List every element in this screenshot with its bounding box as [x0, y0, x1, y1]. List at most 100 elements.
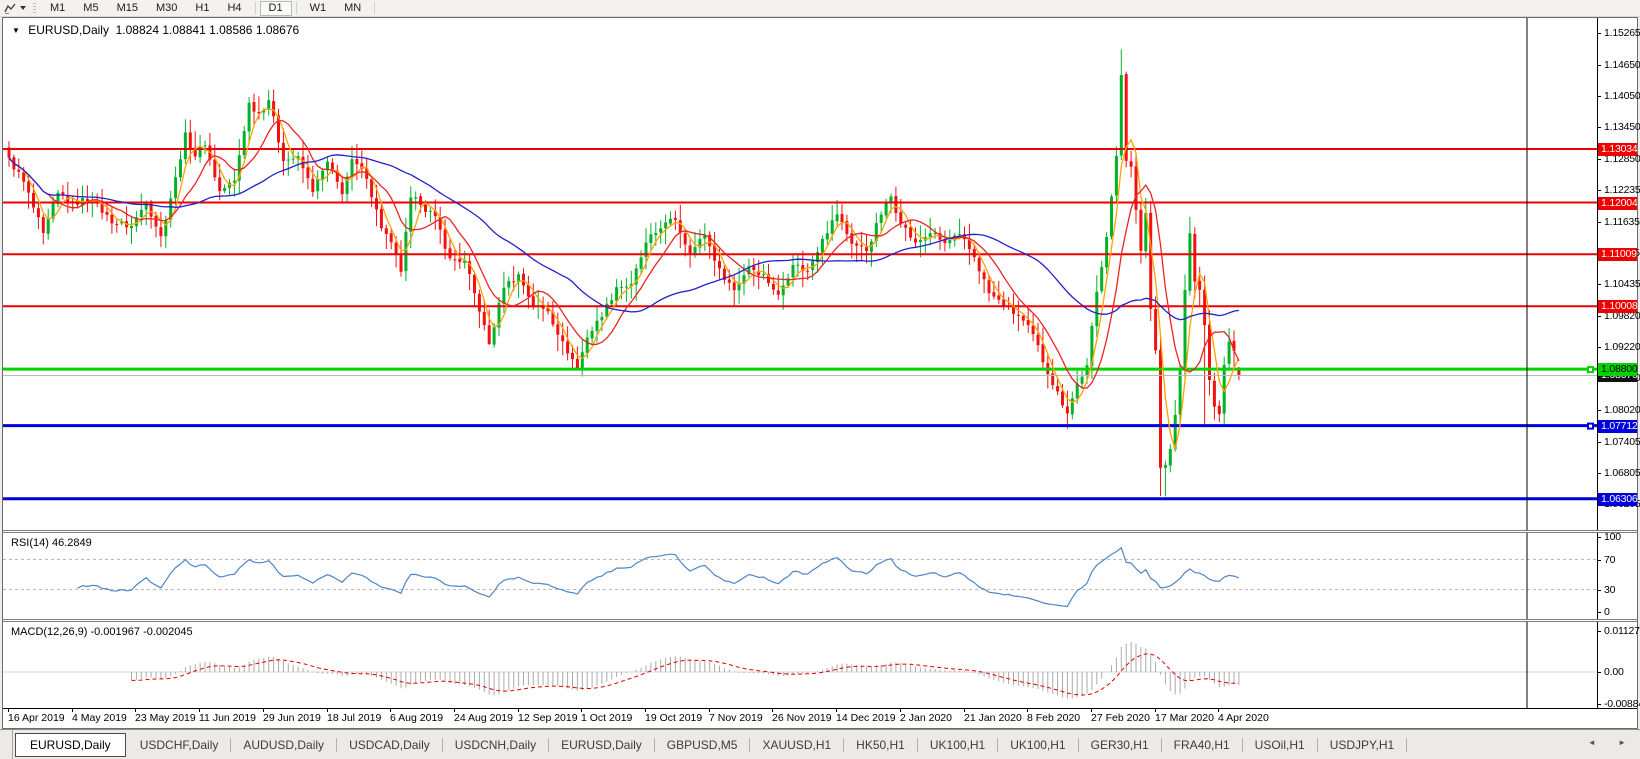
- price-scale[interactable]: [1597, 18, 1637, 530]
- price-tick-label: 1.09820: [1604, 310, 1640, 322]
- chart-tab-usdcnh-daily[interactable]: USDCNH,Daily: [454, 737, 537, 752]
- chart-tab-fra40-h1[interactable]: FRA40,H1: [1173, 737, 1230, 752]
- date-tick: [581, 709, 582, 712]
- chart-tab-audusd-daily[interactable]: AUDUSD,Daily: [243, 737, 325, 752]
- price-tick-label: 1.12235: [1604, 184, 1640, 196]
- chart-title: ▼ EURUSD,Daily 1.08824 1.08841 1.08586 1…: [12, 23, 299, 37]
- macd-chart-canvas[interactable]: [3, 622, 1597, 708]
- rsi-scale[interactable]: [1597, 533, 1637, 619]
- date-tick: [72, 709, 73, 712]
- date-label: 23 May 2019: [135, 712, 196, 724]
- tabs-scroll-right-icon[interactable]: ►: [1618, 738, 1636, 747]
- price-tick-label: 1.14050: [1604, 90, 1640, 102]
- tab-separator: [1241, 737, 1243, 752]
- macd-tick: [1597, 631, 1601, 632]
- price-tick: [1597, 127, 1601, 128]
- macd-scale[interactable]: [1597, 622, 1637, 708]
- rsi-tick: [1597, 537, 1601, 538]
- panel-separator[interactable]: [3, 619, 1637, 622]
- date-label: 8 Feb 2020: [1027, 712, 1081, 724]
- timeframe-button-h4[interactable]: H4: [227, 1, 242, 14]
- timeframe-button-m5[interactable]: M5: [83, 1, 99, 14]
- toolbar-grip[interactable]: [33, 2, 36, 14]
- timeframe-button-m30[interactable]: M30: [155, 1, 178, 14]
- date-axis[interactable]: [3, 708, 1637, 728]
- date-label: 1 Oct 2019: [581, 712, 633, 724]
- chart-tab-uk100-h1[interactable]: UK100,H1: [929, 737, 986, 752]
- tab-separator: [997, 737, 999, 752]
- price-tick-label: 1.15265: [1604, 27, 1640, 39]
- chart-tab-xauusd-h1[interactable]: XAUUSD,H1: [762, 737, 832, 752]
- date-label: 16 Apr 2019: [8, 712, 65, 724]
- collapse-chart-icon[interactable]: ▼: [12, 26, 20, 35]
- price-tick: [1597, 96, 1601, 97]
- date-label: 6 Aug 2019: [390, 712, 444, 724]
- date-label: 12 Sep 2019: [518, 712, 578, 724]
- price-tick-label: 1.11635: [1604, 216, 1640, 228]
- macd-histogram: [131, 642, 1240, 699]
- chart-tab-ger30-h1[interactable]: GER30,H1: [1090, 737, 1149, 752]
- level-price-label: 1.08800: [1598, 363, 1638, 376]
- panel-separator[interactable]: [3, 530, 1637, 533]
- timeframe-button-d1[interactable]: D1: [259, 0, 292, 16]
- date-tick: [709, 709, 710, 712]
- price-tick: [1597, 347, 1601, 348]
- price-tick: [1597, 159, 1601, 160]
- tab-separator: [653, 737, 655, 752]
- tab-separator: [230, 737, 232, 752]
- level-price-label: 1.12004: [1598, 197, 1638, 210]
- rsi-tick: [1597, 612, 1601, 613]
- rsi-tick: [1597, 590, 1601, 591]
- date-label: 17 Mar 2020: [1155, 712, 1214, 724]
- date-tick: [454, 709, 455, 712]
- date-tick: [390, 709, 391, 712]
- price-chart-canvas[interactable]: [3, 18, 1597, 530]
- chart-tab-gbpusd-m5[interactable]: GBPUSD,M5: [666, 737, 738, 752]
- price-tick-label: 1.08020: [1604, 404, 1640, 416]
- chart-tab-uk100-h1[interactable]: UK100,H1: [1010, 737, 1066, 752]
- date-tick: [135, 709, 136, 712]
- date-label: 29 Jun 2019: [263, 712, 321, 724]
- level-price-label: 1.11009: [1598, 248, 1637, 261]
- chart-tab-usdjpy-h1[interactable]: USDJPY,H1: [1329, 737, 1395, 752]
- tab-separator: [1077, 737, 1079, 752]
- date-label: 26 Nov 2019: [772, 712, 832, 724]
- tab-separator: [548, 737, 550, 752]
- chart-tab-usoil-h1[interactable]: USOil,H1: [1254, 737, 1305, 752]
- date-label: 24 Aug 2019: [454, 712, 513, 724]
- macd-tick: [1597, 704, 1601, 705]
- ohlc-low: 1.08586: [209, 23, 253, 37]
- tab-separator: [749, 737, 751, 752]
- tabs-scroll-left-icon[interactable]: ◄: [1587, 738, 1606, 747]
- indicator-dropdown-button[interactable]: [0, 1, 30, 15]
- rsi-chart-canvas[interactable]: [3, 533, 1597, 619]
- timeframe-button-m15[interactable]: M15: [116, 1, 138, 14]
- date-label: 7 Nov 2019: [709, 712, 763, 724]
- symbol-label: EURUSD,Daily: [28, 23, 109, 37]
- price-tick: [1597, 222, 1601, 223]
- chart-tab-eurusd-daily[interactable]: EURUSD,Daily: [15, 732, 126, 757]
- timeframe-button-m1[interactable]: M1: [50, 1, 66, 14]
- chart-tab-eurusd-daily[interactable]: EURUSD,Daily: [561, 737, 642, 752]
- toolbar-separator: [254, 2, 256, 14]
- rsi-line: [77, 546, 1240, 608]
- chart-tab-usdchf-daily[interactable]: USDCHF,Daily: [139, 737, 219, 752]
- chart-tab-usdcad-daily[interactable]: USDCAD,Daily: [349, 737, 430, 752]
- price-tick-label: 1.13450: [1604, 121, 1640, 133]
- level-price-label: 1.13034: [1598, 143, 1638, 156]
- timeframe-button-mn[interactable]: MN: [344, 1, 362, 14]
- date-label: 14 Dec 2019: [836, 712, 896, 724]
- tab-bar-notch: [0, 730, 13, 759]
- date-label: 21 Jan 2020: [964, 712, 1022, 724]
- price-tick: [1597, 442, 1601, 443]
- rsi-tick: [1597, 560, 1601, 561]
- chart-tab-hk50-h1[interactable]: HK50,H1: [856, 737, 905, 752]
- date-tick: [1218, 709, 1219, 712]
- level-price-label: 1.07712: [1598, 420, 1638, 433]
- level-price-label: 1.10008: [1598, 300, 1638, 313]
- timeframe-button-w1[interactable]: W1: [309, 1, 327, 14]
- timeframe-toolbar: M1 M5 M15 M30 H1 H4 D1 W1 MN: [0, 0, 1640, 17]
- candlesticks: [7, 49, 1241, 497]
- macd-tick: [1597, 672, 1601, 673]
- timeframe-button-h1[interactable]: H1: [195, 1, 210, 14]
